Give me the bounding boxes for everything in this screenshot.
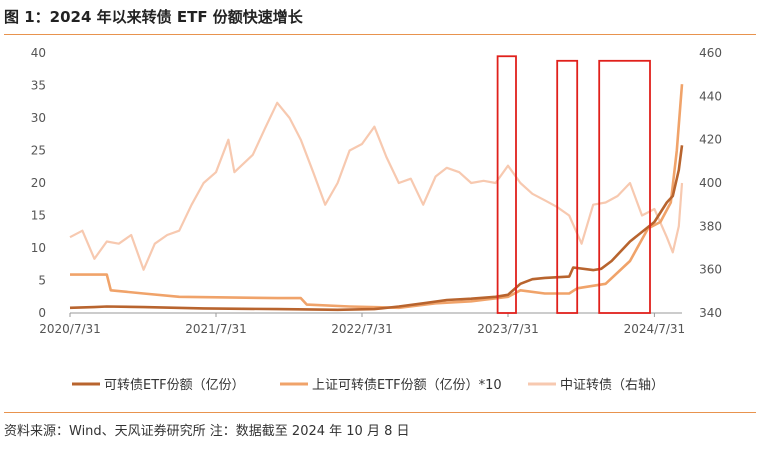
y-right-tick-label: 340: [699, 306, 722, 320]
y-right-tick-label: 400: [699, 176, 722, 190]
legend: 可转债ETF份额（亿份） 上证可转债ETF份额（亿份）*10 中证转债（右轴）: [72, 378, 664, 393]
y-right-tick-label: 360: [699, 263, 722, 277]
series-line-2: [70, 84, 684, 310]
highlight-box-2: [556, 59, 579, 314]
highlight-boxes: [496, 55, 651, 314]
y-left-tick-label: 5: [38, 274, 46, 288]
title-divider: [4, 34, 756, 35]
x-tick-label: 2021/7/31: [185, 322, 247, 336]
y-left-tick-label: 15: [31, 209, 46, 223]
x-tick-label: 2020/7/31: [39, 322, 101, 336]
series-lines: [69, 84, 684, 312]
series-line-1: [69, 145, 684, 312]
x-tick-label: 2024/7/31: [624, 322, 686, 336]
highlight-box-1: [496, 55, 517, 314]
chart-title: 图 1：2024 年以来转债 ETF 份额快速增长: [4, 8, 303, 26]
x-tick-label: 2023/7/31: [477, 322, 539, 336]
series-line-3: [69, 101, 684, 271]
y-left-tick-label: 20: [31, 176, 46, 190]
line-chart: 0 5 10 15 20 25 30 35 40 340 360 380 400 420 440 460 202…: [31, 46, 722, 393]
y-left-tick-label: 30: [31, 111, 46, 125]
y-right-tick-label: 460: [699, 46, 722, 60]
y-left-tick-label: 0: [38, 306, 46, 320]
legend-label: 中证转债（右轴）: [560, 378, 664, 393]
source-note: 资料来源：Wind、天风证券研究所 注：数据截至 2024 年 10 月 8 日: [4, 424, 410, 439]
legend-label: 上证可转债ETF份额（亿份）*10: [312, 378, 502, 393]
y-left-tick-label: 40: [31, 46, 46, 60]
highlight-box-3: [598, 59, 651, 314]
y-left-tick-label: 25: [31, 144, 46, 158]
y-left-tick-label: 10: [31, 241, 46, 255]
legend-label: 可转债ETF份额（亿份）: [104, 378, 245, 393]
y-right-tick-label: 440: [699, 89, 722, 103]
x-tick-label: 2022/7/31: [331, 322, 393, 336]
y-right-tick-label: 380: [699, 219, 722, 233]
footer-divider: [4, 412, 756, 413]
y-left-tick-label: 35: [31, 79, 46, 93]
axes: 0 5 10 15 20 25 30 35 40 340 360 380 400 420 440 460 202…: [31, 46, 722, 336]
y-right-tick-label: 420: [699, 133, 722, 147]
